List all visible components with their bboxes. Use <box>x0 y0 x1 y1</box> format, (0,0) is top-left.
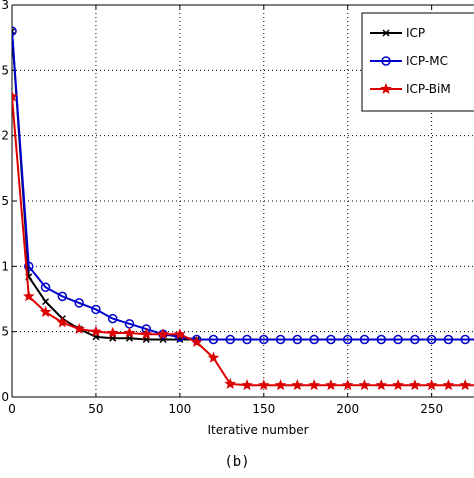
series-1 <box>12 27 201 344</box>
x-tick-label: 100 <box>168 402 191 416</box>
data-point <box>12 26 17 36</box>
y-tick-label: 1 <box>1 259 9 273</box>
data-point <box>12 90 18 102</box>
data-point <box>258 379 270 391</box>
x-tick-label: 0 <box>8 402 16 416</box>
x-tick-label: 50 <box>88 402 103 416</box>
data-point <box>225 334 235 345</box>
data-point <box>42 298 50 306</box>
data-point <box>106 326 119 338</box>
y-tick-label: .5 <box>0 325 9 339</box>
series-3 <box>12 90 474 391</box>
x-tick-label: 250 <box>420 402 443 416</box>
data-point <box>425 379 438 391</box>
tick-labels: 0 50 100 150 200 250 0 .5 1 1.5 2 2.5 3 <box>0 0 443 416</box>
series-2 <box>12 26 474 345</box>
data-point <box>56 316 69 328</box>
legend-item: ICP <box>370 26 425 40</box>
y-tick-label: 3 <box>1 0 9 12</box>
data-point <box>73 322 85 334</box>
legend-label: ICP-MC <box>406 54 448 68</box>
x-tick-label: 150 <box>252 402 275 416</box>
data-point <box>107 313 118 324</box>
data-point <box>342 334 353 345</box>
y-tick-label: 2.5 <box>0 63 9 77</box>
legend-label: ICP-BiM <box>406 82 451 96</box>
data-point <box>392 379 404 391</box>
data-point <box>174 328 186 340</box>
data-point <box>358 379 371 391</box>
series-line <box>12 31 474 341</box>
data-point <box>157 328 169 340</box>
data-point <box>443 334 454 345</box>
y-tick-label: 1.5 <box>0 194 9 208</box>
data-point <box>410 334 420 345</box>
data-point <box>208 334 219 345</box>
data-point <box>380 82 392 94</box>
data-point <box>274 379 287 391</box>
data-point <box>442 379 455 391</box>
data-point <box>291 379 304 391</box>
data-point <box>123 326 136 338</box>
data-point <box>325 379 337 391</box>
data-point <box>326 334 336 345</box>
data-point <box>308 379 320 391</box>
legend: ICP ICP-MC ICP-BiM <box>361 12 474 112</box>
data-point <box>426 334 437 345</box>
data-point <box>341 379 354 391</box>
data-point <box>359 334 370 345</box>
data-point <box>381 56 391 66</box>
data-point <box>309 334 319 345</box>
data-point <box>275 334 286 345</box>
data-point <box>393 334 403 345</box>
data-point <box>90 325 102 337</box>
data-point <box>224 377 236 389</box>
data-point <box>12 27 16 35</box>
data-point <box>140 328 153 340</box>
data-point <box>460 334 470 345</box>
data-point <box>57 291 68 302</box>
legend-item: ICP-MC <box>370 54 448 68</box>
data-point <box>24 261 34 272</box>
data-point <box>409 379 421 391</box>
legend-item: ICP-BiM <box>370 82 451 96</box>
data-point <box>39 305 52 317</box>
y-tick-label: 0 <box>1 390 9 404</box>
data-point <box>23 290 35 302</box>
data-point <box>242 334 252 345</box>
data-point <box>190 336 203 348</box>
data-point <box>207 351 220 363</box>
data-point <box>459 379 471 391</box>
data-point <box>375 379 388 391</box>
data-point <box>376 334 387 345</box>
data-point <box>259 334 269 345</box>
axes <box>11 4 474 398</box>
data-point <box>91 304 101 315</box>
grid <box>12 4 474 397</box>
data-point <box>382 29 390 37</box>
x-axis-label: Iterative number <box>207 423 308 437</box>
figure-caption: (b) <box>224 454 249 470</box>
data-point <box>241 379 253 391</box>
series-line <box>12 31 197 341</box>
data-point <box>292 334 303 345</box>
series-layer <box>12 26 474 391</box>
y-tick-label: 2 <box>1 129 9 143</box>
data-point <box>40 282 51 292</box>
data-point <box>74 298 84 308</box>
legend-label: ICP <box>406 26 425 40</box>
x-tick-label: 200 <box>336 402 359 416</box>
